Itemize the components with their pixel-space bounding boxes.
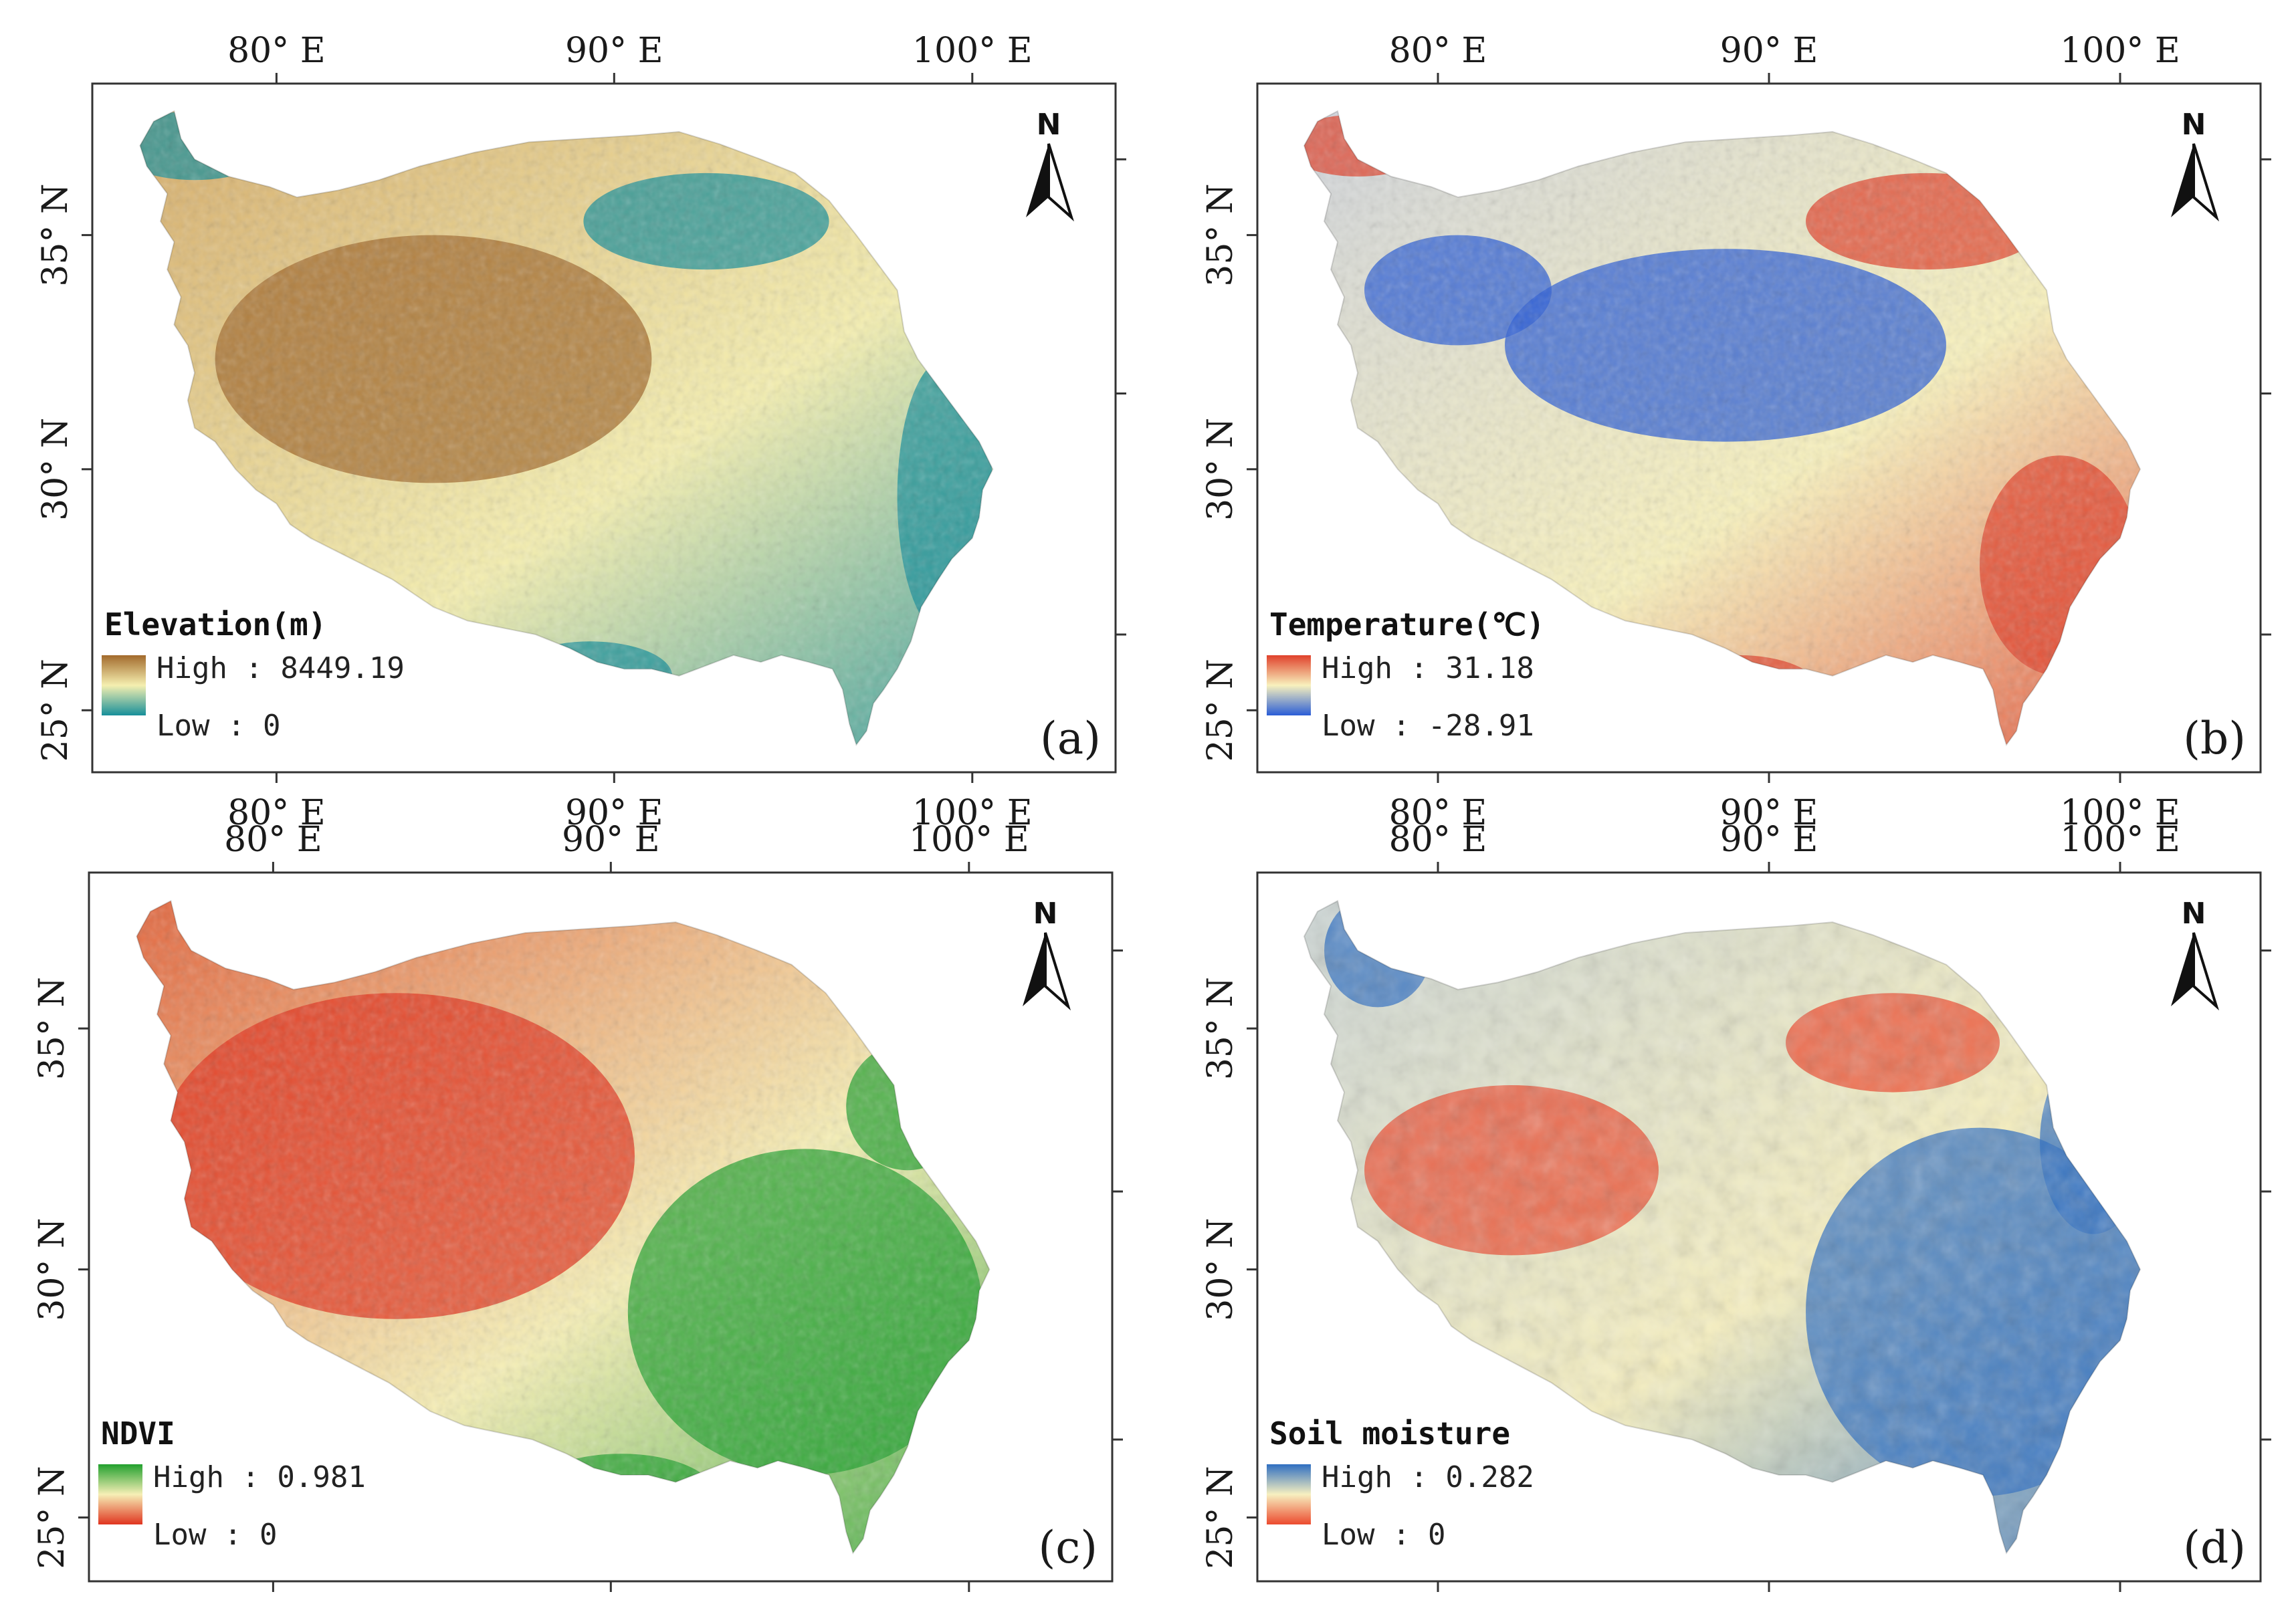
y-tick-label: 35° N [1201,977,1241,1080]
legend: Temperature(℃) High : 31.18 Low : -28.91 [1267,606,1545,743]
legend-color-ramp [102,655,146,715]
legend-color-ramp [1267,1464,1311,1524]
y-tick-label: 25° N [35,659,76,762]
north-arrow-icon: N [2171,897,2220,1011]
y-tick-label: 35° N [32,977,72,1080]
y-tick-label: 30° N [32,1218,72,1321]
legend-low-label: Low : 0 [1322,1518,1445,1552]
x-tick-label-top: 100° E [909,820,1029,860]
legend-title: Soil moisture [1269,1415,1510,1452]
legend-low-label: Low : -28.91 [1322,709,1534,743]
legend-high-label: High : 0.981 [153,1460,366,1494]
x-tick-label-top: 90° E [565,31,663,71]
y-tick-label: 30° N [1201,418,1241,521]
north-arrow-icon: N [1026,108,1075,222]
legend-color-ramp [98,1464,142,1524]
north-arrow-icon: N [2171,108,2220,222]
legend: Elevation(m) High : 8449.19 Low : 0 [102,606,405,743]
legend: NDVI High : 0.981 Low : 0 [98,1415,366,1552]
y-tick-label: 25° N [1201,659,1241,762]
x-tick-label-top: 100° E [2060,31,2180,71]
panel-letter: (b) [2183,713,2246,764]
x-tick-label-bottom: 100° E [912,793,1033,833]
y-tick-label: 30° N [35,418,76,521]
legend-low-label: Low : 0 [153,1518,277,1552]
legend-title: Elevation(m) [104,606,326,643]
map-panel-c: 80° E 90° E 100° E 35° N 30° N 25° N N NDVI High… [32,820,1123,1592]
map-panel-d: 80° E 90° E 100° E 35° N 30° N 25° N N Soil moi… [1201,820,2271,1592]
x-tick-label-top: 90° E [1720,820,1818,860]
x-tick-label-bottom: 80° E [1389,793,1487,833]
x-tick-label-bottom: 90° E [1720,793,1818,833]
x-tick-label-top: 80° E [227,31,326,71]
y-tick-label: 25° N [32,1466,72,1569]
panel-letter: (d) [2183,1522,2246,1573]
x-tick-label-top: 100° E [2060,820,2180,860]
north-label: N [1033,897,1058,931]
north-label: N [1037,108,1061,142]
x-tick-label-top: 80° E [224,820,322,860]
map-panel-b: 80° E 90° E 100° E 80° E 90° E 100° E 35° N 30°… [1201,31,2271,833]
x-tick-label-bottom: 80° E [227,793,326,833]
north-label: N [2182,897,2206,931]
north-arrow-icon: N [1023,897,1071,1011]
panel-letter: (a) [1040,713,1101,764]
x-tick-label-top: 80° E [1389,820,1487,860]
plateau-map [1303,900,2142,1554]
legend-title: Temperature(℃) [1269,606,1545,643]
x-tick-label-top: 90° E [562,820,660,860]
x-tick-label-bottom: 100° E [2060,793,2180,833]
y-tick-label: 30° N [1201,1218,1241,1321]
x-tick-label-top: 80° E [1389,31,1487,71]
panel-letter: (c) [1039,1522,1098,1573]
x-tick-label-top: 100° E [912,31,1033,71]
legend-title: NDVI [101,1415,175,1452]
legend: Soil moisture High : 0.282 Low : 0 [1267,1415,1534,1552]
legend-high-label: High : 31.18 [1322,651,1534,685]
legend-high-label: High : 8449.19 [156,651,405,685]
y-tick-label: 25° N [1201,1466,1241,1569]
x-tick-label-top: 90° E [1720,31,1818,71]
x-tick-label-bottom: 90° E [565,793,663,833]
y-tick-label: 35° N [35,183,76,286]
legend-high-label: High : 0.282 [1322,1460,1534,1494]
legend-color-ramp [1267,655,1311,715]
y-tick-label: 35° N [1201,183,1241,286]
north-label: N [2182,108,2206,142]
legend-low-label: Low : 0 [156,709,280,743]
map-panel-a: 80° E 90° E 100° E 80° E 90° E 100° E 35° N 30°… [35,31,1126,833]
